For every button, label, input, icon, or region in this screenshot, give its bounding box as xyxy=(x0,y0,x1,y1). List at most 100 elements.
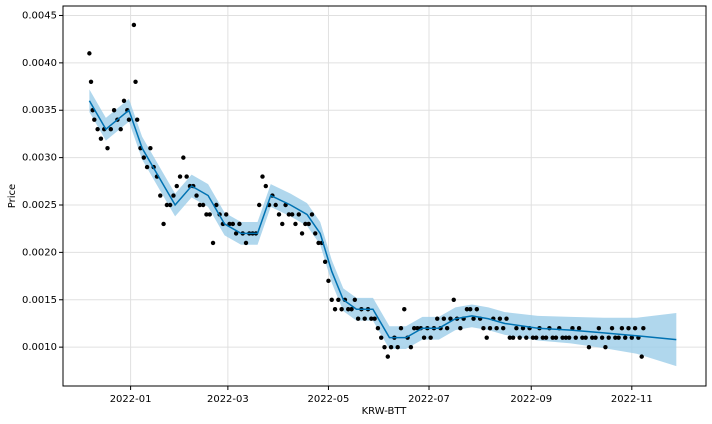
data-point xyxy=(306,221,311,227)
data-point xyxy=(382,344,387,350)
data-point xyxy=(332,307,338,312)
data-point xyxy=(606,335,611,340)
data-point xyxy=(395,344,400,350)
y-tick-label: 0.0045 xyxy=(22,10,57,21)
data-point xyxy=(194,193,199,198)
data-point xyxy=(563,335,569,340)
data-point xyxy=(276,212,282,217)
data-point xyxy=(560,335,565,340)
data-point xyxy=(144,164,150,170)
data-point xyxy=(372,316,377,321)
data-point xyxy=(550,335,555,340)
data-point xyxy=(339,307,344,312)
data-point xyxy=(415,325,420,331)
data-point xyxy=(504,316,509,321)
data-point xyxy=(214,202,219,208)
data-point xyxy=(293,221,298,227)
data-point xyxy=(632,325,638,331)
data-point xyxy=(210,240,216,246)
data-point xyxy=(484,335,489,340)
forecast-line xyxy=(88,100,677,341)
plot-frame xyxy=(62,5,707,387)
data-point xyxy=(181,155,186,160)
data-point xyxy=(184,174,189,179)
data-point xyxy=(497,316,503,321)
data-point xyxy=(441,316,447,321)
data-point xyxy=(421,335,427,340)
data-point xyxy=(88,79,94,85)
data-point xyxy=(388,344,394,350)
data-point xyxy=(243,240,249,246)
data-point xyxy=(435,316,440,321)
data-point xyxy=(207,212,212,217)
data-point xyxy=(263,183,268,189)
y-tick-label: 0.0030 xyxy=(22,153,57,164)
data-point xyxy=(576,325,582,331)
data-point xyxy=(204,212,209,217)
data-point xyxy=(481,325,486,331)
uncertainty-band xyxy=(89,89,677,367)
data-point xyxy=(520,325,526,331)
data-point xyxy=(309,212,315,217)
data-point xyxy=(603,344,608,350)
data-point xyxy=(517,335,522,340)
data-point xyxy=(626,325,631,331)
y-tick-label: 0.0010 xyxy=(22,342,57,353)
data-point xyxy=(501,325,506,331)
data-point xyxy=(590,335,595,340)
data-point xyxy=(448,316,453,321)
data-point xyxy=(596,325,602,331)
data-point xyxy=(95,126,100,132)
data-point xyxy=(458,325,463,331)
data-point xyxy=(566,335,572,340)
x-tick-label: 2022-03 xyxy=(207,394,249,405)
data-point xyxy=(411,325,417,331)
data-point xyxy=(543,335,549,340)
data-point xyxy=(197,202,203,208)
data-point xyxy=(402,307,407,312)
data-point xyxy=(619,325,625,331)
y-tick-label: 0.0035 xyxy=(22,105,57,116)
data-point xyxy=(524,335,529,340)
data-point xyxy=(507,335,513,340)
data-point xyxy=(260,174,265,179)
data-point xyxy=(289,212,295,217)
data-point xyxy=(105,145,110,151)
data-point xyxy=(121,98,127,103)
data-point xyxy=(237,221,242,227)
data-point xyxy=(533,335,539,340)
data-point xyxy=(200,202,206,208)
data-point xyxy=(158,193,163,198)
x-tick-label: 2022-09 xyxy=(510,394,552,405)
data-point xyxy=(233,231,239,236)
data-point xyxy=(369,316,374,321)
data-point xyxy=(583,335,588,340)
data-point xyxy=(444,325,450,331)
data-point xyxy=(398,325,404,331)
data-point xyxy=(487,325,493,331)
data-point xyxy=(133,79,138,85)
data-point xyxy=(230,221,236,227)
data-point xyxy=(510,335,516,340)
data-point xyxy=(111,108,117,113)
data-point xyxy=(346,307,351,312)
data-point xyxy=(167,202,173,208)
data-point xyxy=(336,297,341,302)
data-point xyxy=(322,259,328,265)
y-tick-label: 0.0020 xyxy=(22,247,57,258)
data-point xyxy=(464,307,470,312)
data-point xyxy=(540,335,545,340)
data-point xyxy=(286,212,292,217)
data-point xyxy=(313,231,318,236)
data-point xyxy=(87,51,92,56)
data-point xyxy=(530,335,536,340)
data-point xyxy=(451,297,456,302)
data-point xyxy=(134,117,140,122)
data-point xyxy=(141,155,146,160)
data-point xyxy=(468,307,473,312)
data-point xyxy=(329,297,334,302)
data-point xyxy=(92,117,97,122)
data-point xyxy=(296,212,301,217)
data-point xyxy=(108,126,114,132)
data-point xyxy=(316,240,321,246)
